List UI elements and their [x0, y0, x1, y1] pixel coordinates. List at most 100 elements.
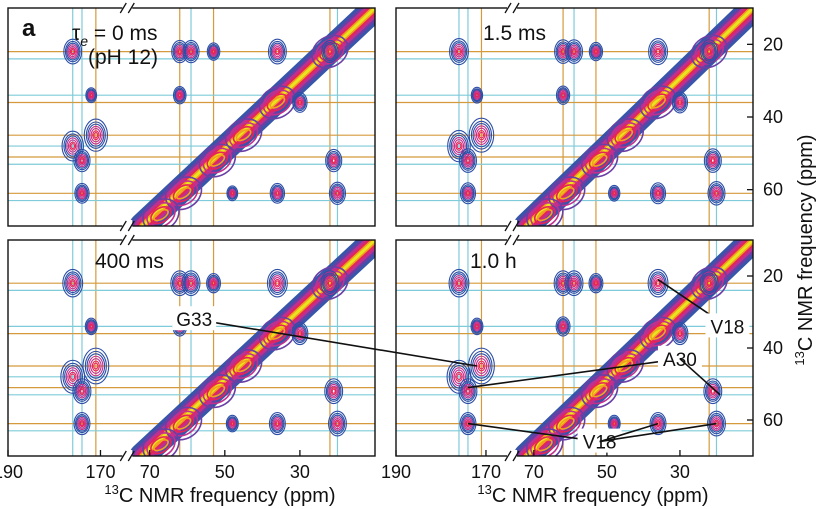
cross-peak-contour	[462, 185, 474, 201]
cross-peak-contour	[589, 274, 603, 292]
cross-peak-contour	[464, 387, 471, 396]
cross-peak-contour	[211, 280, 216, 287]
cross-peak-contour	[464, 188, 472, 199]
x-tick-label: 190	[381, 462, 411, 482]
cross-peak-contour	[333, 188, 342, 199]
cross-peak-contour	[177, 92, 183, 99]
cross-peak-contour	[462, 383, 474, 399]
axis-break-mark	[512, 2, 520, 14]
cross-peak-contour	[334, 419, 341, 428]
axis-break-gap	[507, 234, 518, 246]
cross-peak-contour	[295, 327, 305, 341]
cross-peak-contour	[79, 157, 85, 165]
cross-peak-contour	[208, 276, 219, 291]
cross-peak-contour	[177, 280, 182, 286]
cross-peak-contour	[271, 275, 284, 292]
cross-peak-contour	[459, 182, 477, 205]
cross-peak-contour	[174, 88, 185, 102]
cross-peak-contour	[559, 90, 567, 100]
cross-peak-contour	[76, 186, 88, 201]
cross-peak-contour	[459, 412, 477, 436]
cross-peak-contour	[326, 46, 334, 57]
cross-peak-contour	[226, 185, 239, 202]
panel-plot-area	[396, 240, 753, 456]
y-axis-title: 13C NMR frequency (ppm)	[792, 134, 817, 365]
cross-peak-contour	[654, 47, 662, 56]
cross-peak-contour	[226, 416, 238, 431]
cross-peak-contour	[74, 150, 90, 171]
panel-plot-area	[8, 240, 375, 456]
cross-peak-contour	[653, 187, 663, 200]
diagonal-peak-contour	[584, 147, 615, 174]
tau-value: = 0 ms	[88, 22, 157, 45]
diagonal-peak-contour	[269, 327, 286, 340]
diagonal-peak-contour	[551, 180, 582, 207]
cross-peak-contour	[653, 417, 663, 431]
cross-peak-contour	[75, 382, 89, 401]
cross-peak-contour	[323, 43, 336, 60]
cross-peak-contour	[654, 278, 662, 288]
diagonal-peak-contour	[311, 266, 349, 301]
annotation-label: G33	[176, 310, 212, 331]
cross-peak-contour	[707, 410, 726, 437]
x-tick-label: 70	[140, 462, 160, 482]
axis-break-gap	[122, 2, 133, 14]
cross-peak-contour	[176, 91, 183, 100]
diagonal-peak-contour	[580, 374, 619, 409]
annotation-leader-line	[679, 358, 721, 396]
cross-peak-contour	[706, 279, 713, 288]
cross-peak-contour	[677, 330, 683, 338]
cross-peak-contour	[331, 185, 344, 202]
cross-peak-contour	[80, 191, 84, 196]
cross-peak-contour	[84, 350, 107, 382]
cross-peak-contour	[65, 367, 80, 387]
cross-peak-contour	[330, 183, 345, 203]
cross-peak-contour	[610, 418, 618, 429]
cross-peak-contour	[70, 143, 76, 150]
panel-frame	[7, 7, 376, 227]
diagonal-peak-contour	[690, 34, 728, 69]
y-tick-label: 60	[763, 410, 783, 430]
cross-peak-contour	[273, 188, 281, 198]
cross-peak-contour	[186, 44, 196, 59]
cross-peak-contour	[84, 317, 98, 336]
panel-top-left	[7, 2, 376, 232]
cross-peak-contour	[463, 385, 473, 397]
cross-peak-contour	[88, 125, 103, 145]
cross-peak-contour	[707, 49, 712, 55]
cross-peak-contour	[591, 46, 601, 58]
cross-peak-contour	[567, 43, 581, 61]
cross-peak-contour	[710, 184, 723, 202]
cross-peak-contour	[187, 46, 195, 57]
annotation-label-bg	[657, 345, 702, 370]
cross-peak-contour	[572, 280, 577, 286]
cross-peak-contour	[556, 317, 570, 335]
cross-peak-contour	[188, 279, 195, 288]
cross-peak-contour	[672, 324, 687, 344]
axis-break-mark	[512, 220, 520, 232]
diagonal-peak-contour	[232, 126, 255, 145]
cross-peak-contour	[207, 43, 220, 60]
axis-break-mark	[504, 234, 512, 246]
cross-peak-contour	[87, 89, 96, 101]
cross-peak-contour	[468, 117, 495, 153]
cross-peak-contour	[711, 186, 722, 201]
diagonal-peak-contour	[643, 89, 673, 116]
cross-peak-contour	[708, 412, 725, 435]
panel-label-bottom-left: 400 ms	[95, 250, 164, 273]
cross-peak-contour	[557, 319, 569, 334]
cross-peak-contour	[72, 378, 92, 405]
cross-peak-contour	[709, 414, 724, 433]
cross-peak-contour	[335, 190, 340, 196]
diagonal-peak-contour	[206, 382, 229, 401]
diagonal-peak-contour	[206, 151, 229, 170]
panel-label-top-left-line2: (pH 12)	[88, 46, 158, 69]
diagonal-peak-contour	[533, 436, 556, 455]
cross-peak-contour	[702, 274, 716, 293]
cross-peak-contour	[473, 90, 481, 101]
diagonal-peak-contour	[555, 414, 578, 433]
cross-peak-contour	[450, 134, 468, 158]
diagonal-peak-contour	[262, 320, 293, 347]
cross-peak-contour	[63, 38, 83, 65]
cross-peak-contour	[69, 278, 76, 288]
